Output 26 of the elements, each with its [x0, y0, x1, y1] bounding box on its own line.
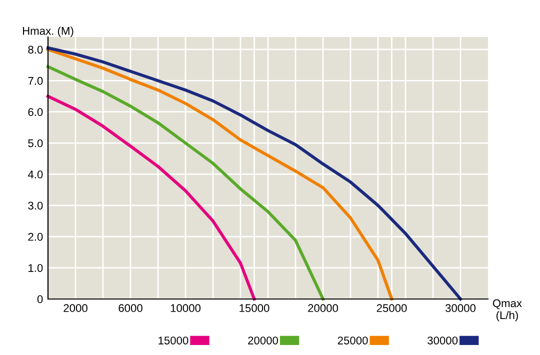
legend-label: 15000 [158, 336, 188, 344]
y-tick-label: 0 [37, 295, 43, 304]
line-series [46, 48, 394, 301]
y-tick-label: 8.0 [28, 46, 43, 54]
legend-label: 30000 [428, 336, 458, 344]
y-tick-label: 1.0 [28, 264, 43, 272]
y-axis-title: Hmax. (M) [22, 26, 74, 37]
legend-label: 20000 [248, 336, 278, 344]
y-tick-label: 2.0 [28, 232, 43, 241]
x-tick-label: 10000 [170, 304, 201, 312]
y-tick-label: 3.0 [28, 202, 43, 210]
line-series [46, 65, 325, 301]
line-series [46, 46, 462, 301]
x-tick-label: 2000 [64, 304, 88, 312]
y-tick-label: 7.0 [28, 76, 43, 85]
legend-label: 25000 [338, 336, 368, 344]
y-tick-label: 5.0 [28, 139, 43, 148]
x-tick-label: 20000 [308, 304, 338, 312]
x-tick-label: 6000 [118, 304, 142, 312]
x-tick-label: 25000 [376, 304, 407, 312]
line-series [46, 94, 256, 301]
y-tick-label: 6.0 [28, 108, 43, 116]
y-tick-label: 4.0 [28, 170, 43, 178]
x-tick-label: 15000 [240, 304, 270, 312]
x-axis-title: Qmax (L/h) [492, 299, 522, 322]
x-tick-label: 30000 [445, 304, 476, 312]
